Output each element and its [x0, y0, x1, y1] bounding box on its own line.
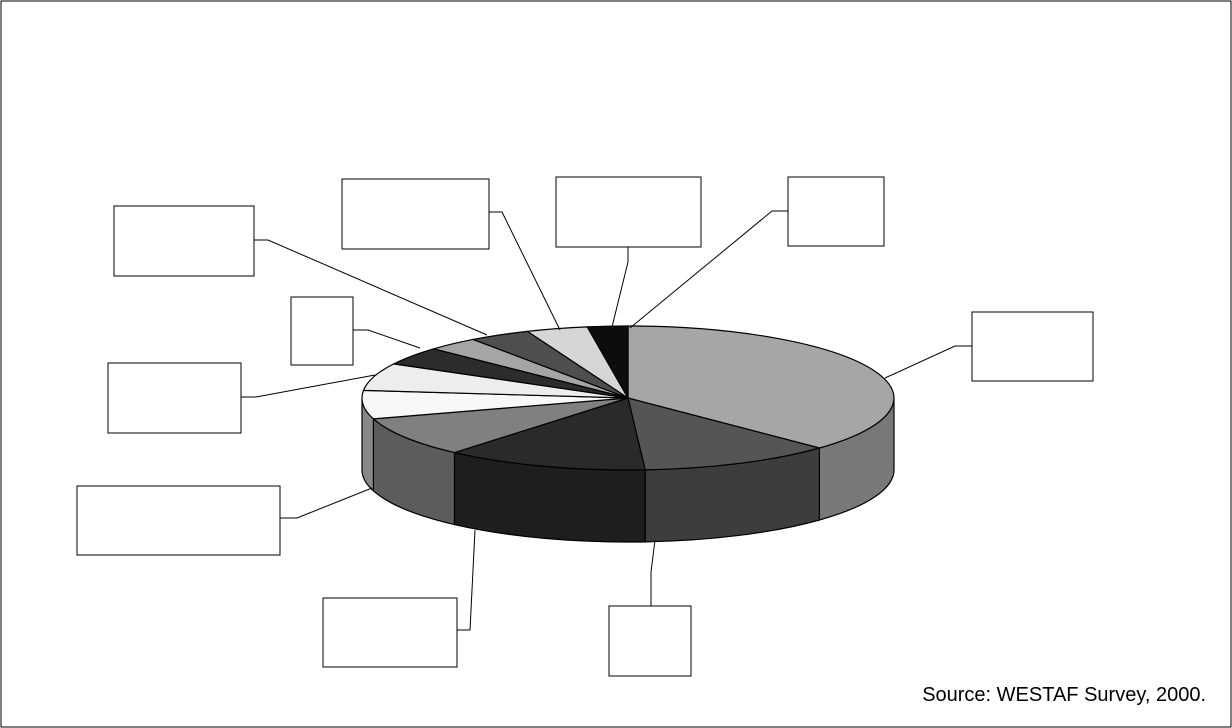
leader-line-1	[650, 539, 656, 606]
pie-slice-10	[586, 325, 629, 401]
data-label-box-5	[290, 296, 354, 366]
data-label-box-0	[971, 311, 1094, 382]
leader-line-8	[611, 247, 629, 328]
leader-line-4	[241, 374, 376, 398]
pie-slice-2	[452, 397, 646, 471]
leader-line-7	[489, 211, 561, 331]
data-label-box-7	[341, 178, 490, 250]
pie-slice-3	[371, 397, 629, 454]
data-label-box-9	[787, 176, 885, 247]
leader-line-3	[280, 487, 373, 519]
label-boxes	[76, 176, 1094, 677]
data-label-box-4	[107, 362, 242, 434]
leader-line-5	[353, 329, 421, 349]
data-label-box-1	[608, 605, 692, 677]
pie-slice-0	[627, 325, 895, 449]
data-label-box-8	[555, 176, 702, 248]
leader-line-6	[254, 239, 488, 336]
pie-top	[361, 325, 895, 471]
pie-slice-1	[627, 397, 822, 471]
leader-line-9	[629, 210, 788, 329]
data-label-box-6	[113, 205, 255, 277]
data-label-box-2	[322, 597, 458, 668]
leader-line-2	[457, 529, 476, 631]
source-note: Source: WESTAF Survey, 2000.	[922, 684, 1206, 706]
leader-lines	[241, 210, 972, 631]
data-label-box-3	[76, 485, 281, 556]
leader-line-0	[884, 345, 972, 379]
